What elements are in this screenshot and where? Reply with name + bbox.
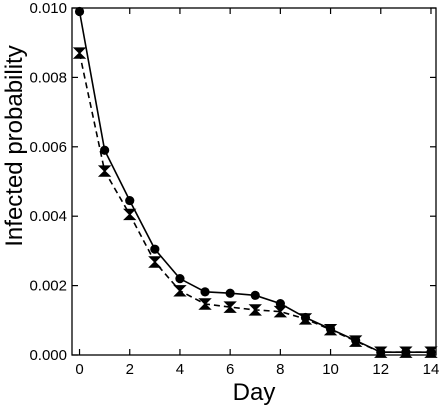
series-2-point <box>424 346 438 358</box>
series-2-point <box>173 285 187 297</box>
x-tick-label: 10 <box>322 361 339 378</box>
series-2-point <box>399 346 413 358</box>
x-tick-label: 14 <box>423 361 440 378</box>
y-axis: 0.000 0.002 0.004 0.006 0.008 0.010 <box>29 0 436 364</box>
series-1-point <box>225 288 235 298</box>
series-2-point <box>323 323 338 336</box>
x-axis: 0 2 4 6 8 10 12 14 <box>75 8 439 378</box>
series-1-point <box>125 195 135 206</box>
series-1-line <box>78 11 431 354</box>
series-2-point <box>348 335 363 347</box>
series-2-point <box>273 305 288 318</box>
series-2-point <box>72 47 87 59</box>
y-tick-label: 0.004 <box>29 208 67 225</box>
x-tick-label: 4 <box>176 361 184 378</box>
series-2-point <box>123 208 137 221</box>
x-tick-label: 8 <box>276 361 284 378</box>
y-tick-label: 0.008 <box>29 69 67 86</box>
series-1-point <box>150 244 160 254</box>
series-1-point <box>250 290 260 300</box>
y-tick-label: 0.002 <box>29 278 67 295</box>
series-1-point <box>100 145 110 155</box>
plot-frame <box>71 7 437 356</box>
series-layer <box>72 6 438 358</box>
series-1-point <box>175 274 185 284</box>
x-tick-label: 0 <box>75 361 83 378</box>
x-axis-title: Day <box>233 379 276 406</box>
series-2-point <box>198 298 212 310</box>
x-tick-label: 2 <box>126 361 134 378</box>
series-1-point <box>200 287 210 297</box>
x-tick-label: 6 <box>226 361 234 378</box>
series-2-point <box>374 346 388 358</box>
series-2-point <box>97 165 112 177</box>
x-tick-label: 12 <box>372 361 389 378</box>
series-2-point <box>298 313 313 325</box>
series-2-point <box>148 256 162 268</box>
series-2-point <box>223 301 237 313</box>
series-2-point <box>248 304 262 316</box>
series-1-point <box>74 6 85 17</box>
y-tick-label: 0.006 <box>29 139 67 156</box>
y-tick-label: 0.000 <box>29 347 67 364</box>
series-2 <box>72 47 438 358</box>
y-axis-title: Infected probability <box>1 45 28 246</box>
y-tick-label: 0.010 <box>29 0 67 17</box>
